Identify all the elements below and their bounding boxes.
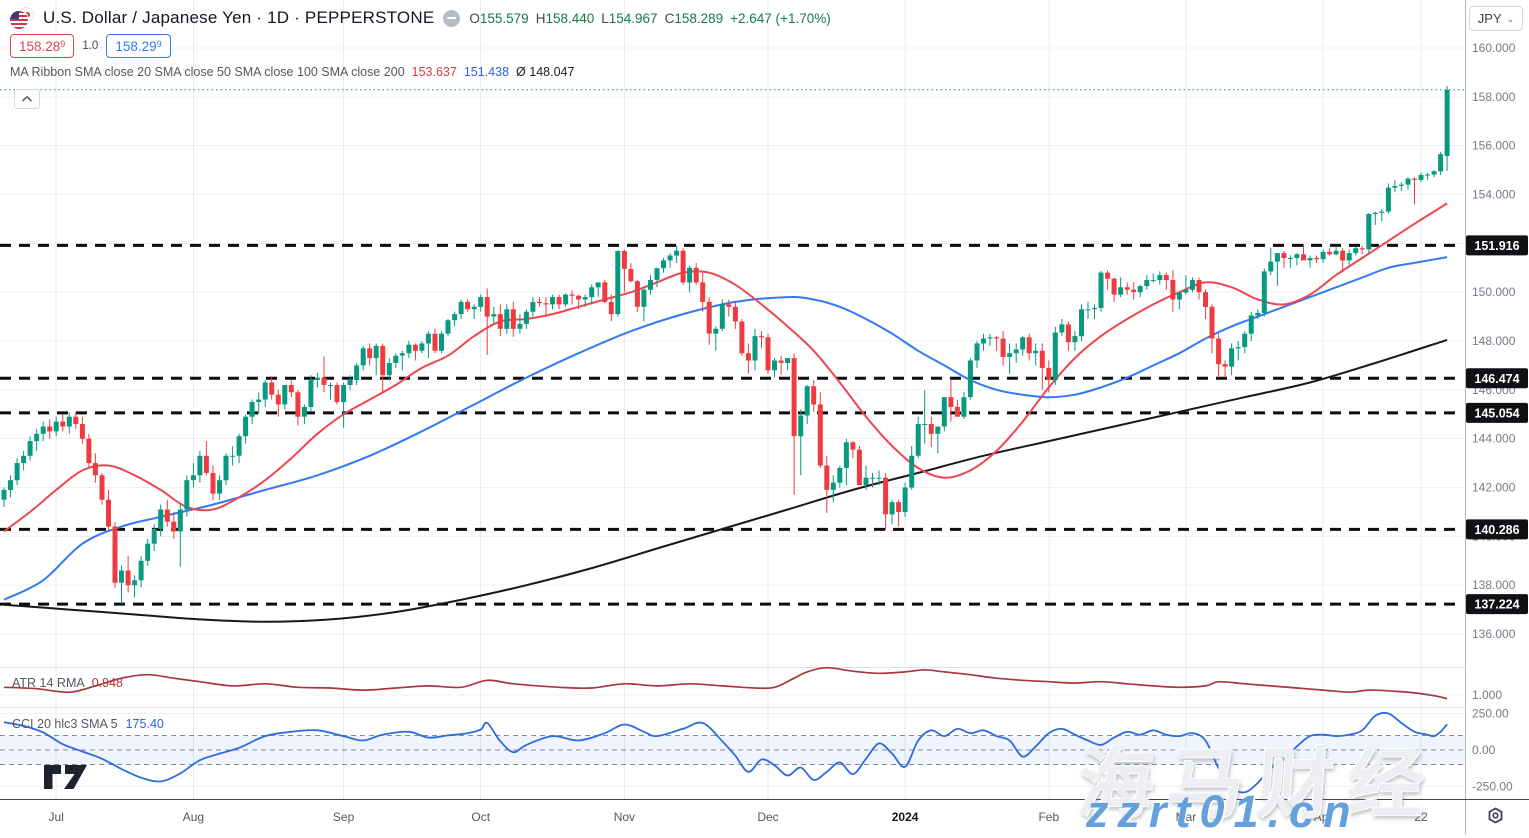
time-tick-label: Apr [1314, 810, 1333, 824]
atr-indicator-legend[interactable]: ATR 14 RMA 0.948 [12, 676, 123, 690]
spread-value: 1.0 [82, 40, 99, 52]
time-tick-label: Mar [1176, 810, 1197, 824]
time-tick-label: Oct [471, 810, 490, 824]
chevron-up-icon [21, 95, 33, 102]
ma-line [3, 338, 1448, 623]
time-tick-label: 2024 [892, 810, 919, 824]
change-value: +2.647 (+1.70%) [730, 10, 831, 26]
chevron-down-icon: ⌄ [1506, 14, 1515, 24]
symbol-title[interactable]: U.S. Dollar / Japanese Yen · 1D · PEPPER… [43, 8, 435, 27]
price-tick-label: 160.000 [1472, 41, 1516, 55]
time-axis[interactable]: Jul Aug Sep Oct Nov Dec 2024 Feb Mar Apr 22 [49, 810, 1428, 824]
price-gridlines [0, 47, 1465, 787]
time-tick-label: Feb [1038, 810, 1059, 824]
atr-label: ATR 14 RMA [12, 676, 85, 690]
price-tick-label: 154.000 [1472, 188, 1516, 202]
cci-band [0, 734, 1465, 766]
atr-tick-label: 1.000 [1472, 688, 1502, 702]
candles-layer [1, 86, 1450, 604]
svg-text:151.916: 151.916 [1474, 239, 1519, 253]
hide-indicator-icon[interactable] [443, 9, 461, 27]
price-tick-label: 138.000 [1472, 578, 1516, 592]
time-axis-settings-gear-icon[interactable] [1487, 807, 1504, 829]
ma20-value: 153.637 [411, 65, 457, 79]
tradingview-logo-icon [44, 765, 87, 789]
time-tick-label: Jul [49, 810, 64, 824]
svg-text:146.474: 146.474 [1474, 372, 1519, 386]
ohlc-values: O155.579 H158.440 L154.967 C158.289 +2.6… [469, 10, 831, 26]
price-tick-label: 144.000 [1472, 432, 1516, 446]
svg-text:145.054: 145.054 [1474, 406, 1519, 420]
price-tick-label: 136.000 [1472, 627, 1516, 641]
ma-line [3, 256, 1448, 601]
ma-ribbon-label: MA Ribbon SMA close 20 SMA close 50 SMA … [10, 65, 405, 79]
price-axis[interactable]: 160.000 158.000 156.000 154.000 150.000 148.0… [1472, 41, 1516, 794]
ma50-value: 151.438 [463, 65, 510, 79]
ma-lines [3, 202, 1448, 623]
price-tick-label: 156.000 [1472, 139, 1516, 153]
price-tick-label: 150.000 [1472, 285, 1516, 299]
price-tick-label: 158.000 [1472, 90, 1516, 104]
cci-tick-label: -250.00 [1472, 780, 1513, 794]
month-gridlines [55, 0, 1422, 799]
ma-avg-value: 148.047 [529, 65, 575, 79]
watermark-url: zzrt01.cn [1086, 786, 1360, 837]
ma-avg-symbol: Ø [516, 65, 526, 79]
cci-value: 175.40 [125, 717, 164, 731]
cci-tick-label: 250.00 [1472, 707, 1509, 721]
pane-separators[interactable] [0, 667, 1529, 708]
svg-text:140.286: 140.286 [1474, 523, 1519, 537]
time-tick-label: 22 [1414, 810, 1428, 824]
bid-ask-row: 158.289 1.0 158.299 [10, 34, 171, 58]
atr-value: 0.948 [91, 676, 123, 690]
cci-tick-label: 0.00 [1472, 743, 1496, 757]
buy-price-button[interactable]: 158.299 [106, 34, 171, 58]
time-tick-label: Aug [183, 810, 204, 824]
time-tick-label: Sep [333, 810, 355, 824]
currency-unit-button[interactable]: JPY ⌄ [1469, 6, 1523, 31]
symbol-legend-row[interactable]: U.S. Dollar / Japanese Yen · 1D · PEPPER… [10, 6, 831, 30]
atr-line [3, 666, 1448, 700]
cci-label: CCI 20 hlc3 SMA 5 [12, 717, 118, 731]
usd-jpy-pair-flag-icon [10, 7, 34, 29]
svg-text:137.224: 137.224 [1474, 598, 1519, 612]
price-tick-label: 142.000 [1472, 481, 1516, 495]
price-level-lines[interactable] [0, 243, 1459, 606]
time-tick-label: Nov [614, 810, 635, 824]
ma-ribbon-legend[interactable]: MA Ribbon SMA close 20 SMA close 50 SMA … [10, 65, 574, 79]
cci-line [3, 712, 1448, 794]
time-tick-label: Dec [757, 810, 778, 824]
price-tick-label: 148.000 [1472, 334, 1516, 348]
cci-indicator-legend[interactable]: CCI 20 hlc3 SMA 5 175.40 [12, 717, 164, 731]
ma-line [3, 202, 1448, 533]
sell-price-button[interactable]: 158.289 [10, 34, 75, 58]
tradingview-logo[interactable] [42, 763, 96, 796]
level-price-badges: 151.916 146.474 145.054 140.286 137.224 [1466, 235, 1528, 615]
collapse-legend-button[interactable] [14, 89, 40, 109]
